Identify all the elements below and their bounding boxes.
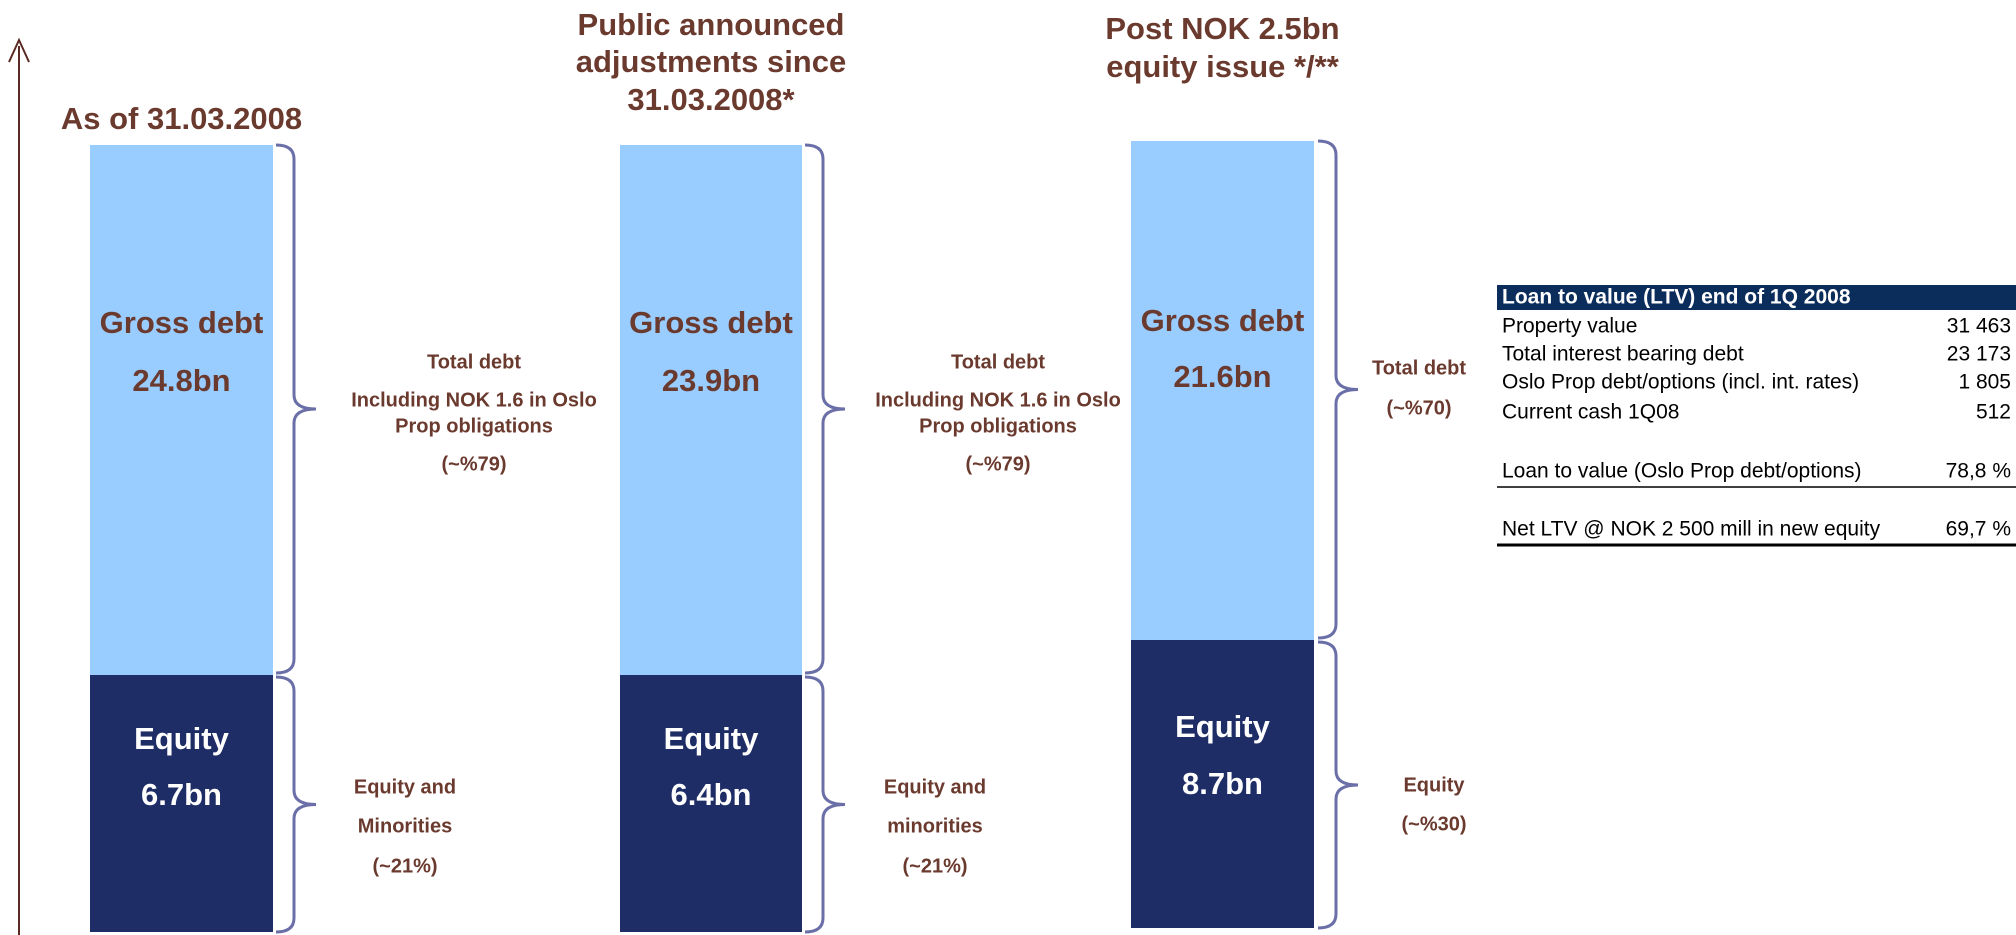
equity-label: Equity (134, 721, 229, 756)
equity-note: Equity and (884, 776, 986, 798)
equity-note: minorities (887, 815, 983, 837)
column-title: Post NOK 2.5bn (1105, 11, 1339, 46)
debt-note: Prop obligations (395, 415, 553, 437)
table-label: Loan to value (Oslo Prop debt/options) (1502, 460, 1862, 483)
debt-bar (90, 145, 273, 675)
equity-label: Equity (1175, 709, 1270, 744)
column-title: 31.03.2008* (627, 82, 795, 117)
debt-note: (~%79) (441, 453, 506, 475)
equity-amount: 8.7bn (1182, 766, 1263, 801)
table-label: Total interest bearing debt (1502, 343, 1744, 366)
table-header: Loan to value (LTV) end of 1Q 2008 (1502, 286, 1851, 309)
table-label: Net LTV @ NOK 2 500 mill in new equity (1502, 518, 1881, 541)
debt-note: Total debt (1372, 357, 1466, 379)
equity-note: (~21%) (372, 855, 437, 877)
equity-note: (~21%) (902, 855, 967, 877)
brace (1317, 139, 1359, 640)
table-label: Oslo Prop debt/options (incl. int. rates… (1502, 371, 1859, 394)
equity-amount: 6.4bn (671, 777, 752, 812)
table-value: 69,7 % (1946, 518, 2011, 541)
table-value: 1 805 (1958, 371, 2011, 394)
debt-note: Including NOK 1.6 in Oslo (875, 389, 1121, 411)
brace (275, 675, 317, 934)
table-label: Current cash 1Q08 (1502, 401, 1679, 424)
equity-amount: 6.7bn (141, 777, 222, 812)
debt-note: Prop obligations (919, 415, 1077, 437)
debt-amount: 23.9bn (662, 363, 760, 398)
debt-amount: 24.8bn (132, 363, 230, 398)
arrow-head (8, 37, 30, 63)
brace (275, 143, 317, 675)
debt-note: Total debt (951, 351, 1045, 373)
column-title: Public announced (578, 7, 845, 42)
brace (1317, 640, 1359, 930)
equity-bar (90, 675, 273, 932)
column-title: As of 31.03.2008 (61, 101, 302, 136)
equity-note: Minorities (358, 815, 452, 837)
debt-note: Including NOK 1.6 in Oslo (351, 389, 597, 411)
debt-label: Gross debt (100, 305, 264, 340)
column-title: equity issue */** (1106, 49, 1340, 84)
equity-bar (1131, 640, 1314, 928)
equity-bar (620, 675, 802, 932)
table-label: Property value (1502, 315, 1637, 338)
debt-note: Total debt (427, 351, 521, 373)
equity-note: (~%30) (1401, 813, 1466, 835)
debt-amount: 21.6bn (1173, 359, 1271, 394)
debt-note: (~%79) (965, 453, 1030, 475)
table-value: 23 173 (1947, 343, 2011, 366)
debt-note: (~%70) (1386, 397, 1451, 419)
debt-label: Gross debt (1141, 303, 1305, 338)
equity-note: Equity and (354, 776, 456, 798)
table-value: 78,8 % (1946, 460, 2011, 483)
table-header-bg (1497, 285, 2016, 310)
table-value: 31 463 (1947, 315, 2011, 338)
debt-bar (620, 145, 802, 675)
table-value: 512 (1976, 401, 2011, 424)
brace (804, 675, 846, 934)
debt-label: Gross debt (629, 305, 793, 340)
column-title: adjustments since (576, 44, 846, 79)
debt-bar (1131, 141, 1314, 640)
brace (804, 143, 846, 675)
equity-label: Equity (664, 721, 759, 756)
equity-note: Equity (1403, 774, 1465, 796)
